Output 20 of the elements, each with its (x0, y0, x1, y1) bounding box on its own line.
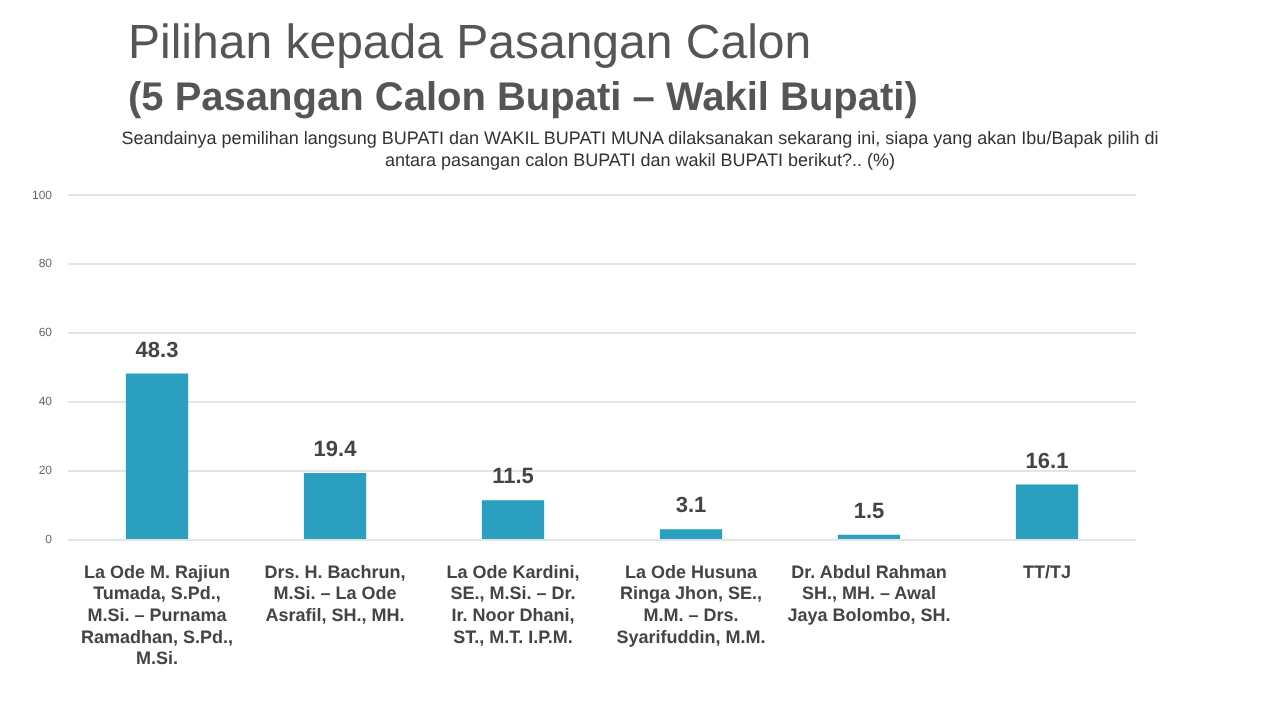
data-label: 19.4 (313, 438, 359, 463)
data-label: 11.5 (492, 465, 534, 490)
x-tick-label: Drs. H. Bachrun, M.Si. – La Ode Asrafil, SH., MH. (264, 561, 406, 625)
bar (1015, 484, 1079, 539)
bar (659, 529, 723, 539)
data-label: 1.5 (853, 499, 885, 524)
bar (481, 500, 545, 539)
data-label: 3.1 (675, 494, 707, 519)
bar (125, 373, 189, 539)
x-tick-label: TT/TJ (1023, 561, 1071, 582)
bar (303, 473, 367, 539)
x-tick-label: La Ode Kardini, SE., M.Si. – Dr. Ir. Noor Dhani, ST., M.T. I.P.M. (446, 561, 580, 647)
chart-subtitle: (5 Pasangan Calon Bupati – Wakil Bupati) (126, 74, 920, 124)
x-tick-label: Dr. Abdul Rahman SH., MH. – Awal Jaya Bolombo, SH. (787, 561, 951, 625)
data-label: 16.1 (1025, 449, 1069, 474)
chart-title: Pilihan kepada Pasangan Calon (126, 16, 814, 72)
data-label: 48.3 (135, 338, 179, 363)
x-tick-label: La Ode Husuna Ringa Jhon, SE., M.M. – Drs. Syarifuddin, M.M. (616, 561, 766, 647)
x-tick-label: La Ode M. Rajiun Tumada, S.Pd., M.Si. – Purnama Ramadhan, S.Pd., M.Si. (80, 561, 234, 669)
text: Seandainya pemilihan langsung BUPATI dan WAKIL BUPATI MUNA dilaksanakan sekarang ini, siapa yang akan Ibu/Bapak pilih di antara pasangan calon BUPATI dan wakil BUPATI berikut?.. (%) (119, 126, 1161, 172)
